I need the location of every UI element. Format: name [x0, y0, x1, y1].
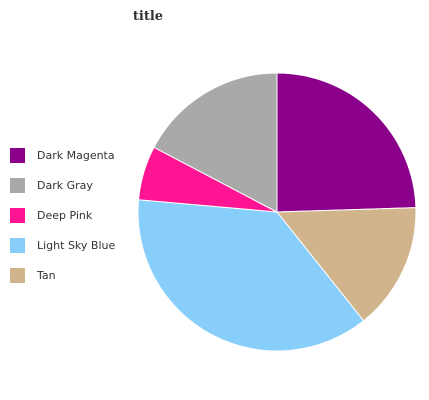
- legend-label: Light Sky Blue: [37, 239, 115, 252]
- legend-item-tan: Tan: [10, 264, 150, 286]
- pie-slices: [138, 73, 416, 351]
- legend-swatch: [10, 238, 25, 253]
- legend-label: Tan: [37, 269, 56, 282]
- legend-label: Deep Pink: [37, 209, 92, 222]
- legend-swatch: [10, 268, 25, 283]
- legend-swatch: [10, 178, 25, 193]
- pie-slice-dark-magenta: [277, 73, 416, 212]
- legend-item-light-sky-blue: Light Sky Blue: [10, 234, 150, 256]
- legend-item-dark-magenta: Dark Magenta: [10, 144, 150, 166]
- legend-swatch: [10, 208, 25, 223]
- legend: Dark Magenta Dark Gray Deep Pink Light Sky …: [10, 144, 150, 294]
- legend-item-deep-pink: Deep Pink: [10, 204, 150, 226]
- legend-swatch: [10, 148, 25, 163]
- legend-label: Dark Gray: [37, 179, 93, 192]
- legend-label: Dark Magenta: [37, 149, 115, 162]
- legend-item-dark-gray: Dark Gray: [10, 174, 150, 196]
